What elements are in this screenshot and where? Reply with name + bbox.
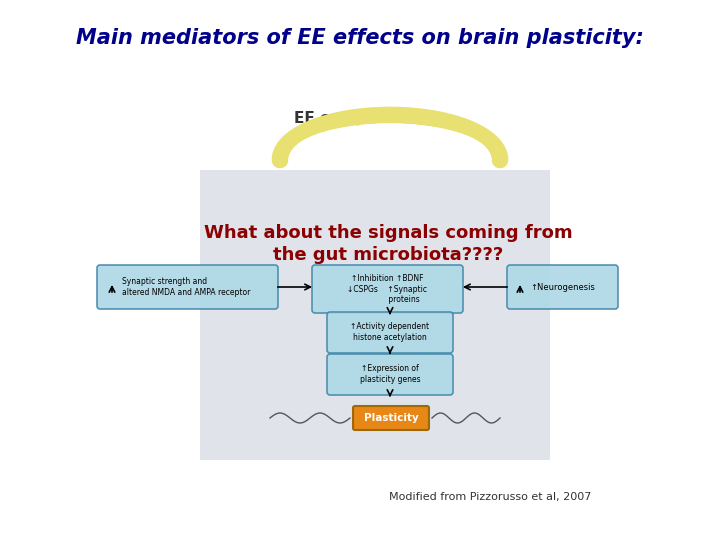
Text: Plasticity: Plasticity — [364, 413, 418, 423]
FancyBboxPatch shape — [97, 265, 278, 309]
Text: ↑Expression of
plasticity genes: ↑Expression of plasticity genes — [360, 364, 420, 384]
FancyBboxPatch shape — [507, 265, 618, 309]
FancyBboxPatch shape — [312, 265, 463, 313]
Text: ↑Neurogenesis: ↑Neurogenesis — [530, 282, 595, 292]
FancyBboxPatch shape — [327, 312, 453, 353]
FancyBboxPatch shape — [200, 170, 550, 460]
Text: Synaptic strength and
altered NMDA and AMPA receptor: Synaptic strength and altered NMDA and A… — [122, 278, 251, 296]
Text: ↑Activity dependent
histone acetylation: ↑Activity dependent histone acetylation — [351, 322, 430, 342]
FancyBboxPatch shape — [327, 354, 453, 395]
Text: What about the signals coming from: What about the signals coming from — [204, 224, 572, 242]
Text: Modified from Pizzorusso et al, 2007: Modified from Pizzorusso et al, 2007 — [389, 492, 591, 502]
Text: ↑Inhibition ↑BDNF
↓CSPGs    ↑Synaptic
              proteins: ↑Inhibition ↑BDNF ↓CSPGs ↑Synaptic prote… — [347, 274, 427, 304]
Text: Main mediators of EE effects on brain plasticity:: Main mediators of EE effects on brain pl… — [76, 28, 644, 48]
FancyBboxPatch shape — [353, 406, 429, 430]
Text: the gut microbiota????: the gut microbiota???? — [273, 246, 503, 264]
Text: EE components: EE components — [294, 111, 426, 125]
